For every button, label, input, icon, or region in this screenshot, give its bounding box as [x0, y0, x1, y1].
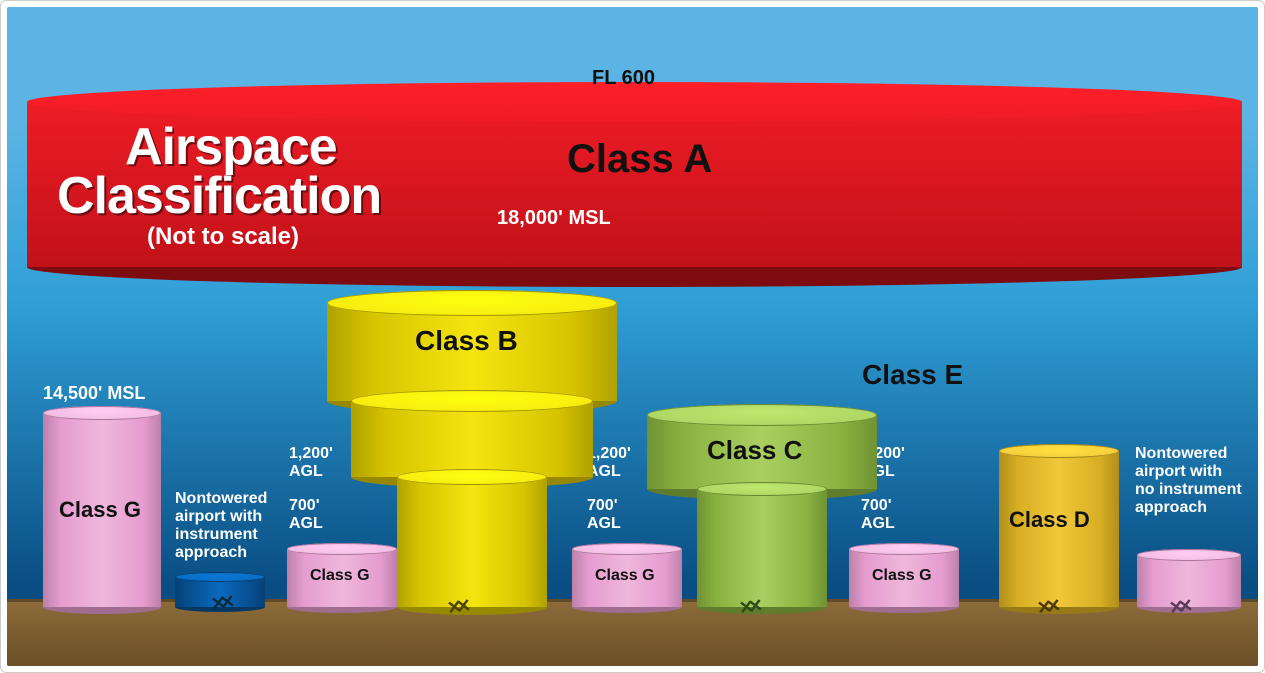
- class-c-tier-1: [697, 482, 827, 614]
- runway-mark-1: ✕✕: [446, 596, 467, 619]
- class-c-label: Class C: [707, 435, 802, 466]
- title-line2: Classification: [57, 166, 381, 226]
- class-a-label: Class A: [567, 137, 712, 182]
- agl-upper-label-1: 1,200' AGL: [587, 445, 631, 481]
- class-g-tall-label: Class G: [59, 497, 141, 523]
- class-g-short-label-1: Class G: [595, 567, 655, 585]
- runway-mark-4: ✕✕: [1168, 596, 1189, 619]
- agl-lower-label-0: 700' AGL: [289, 497, 323, 533]
- class-d-label: Class D: [1009, 507, 1090, 533]
- card-frame: 14,500' MSL Class G Nontowered airport wit…: [0, 0, 1265, 673]
- class-a-top-altitude: FL 600: [592, 67, 655, 90]
- nontowered-instrument-label: Nontowered airport with instrument appro…: [175, 490, 267, 562]
- class-b-tier-2: [397, 469, 547, 615]
- agl-lower-label-1: 700' AGL: [587, 497, 621, 533]
- class-b-label: Class B: [415, 325, 518, 357]
- runway-mark-3: ✕✕: [1036, 596, 1057, 619]
- runway-mark-2: ✕✕: [738, 596, 759, 619]
- agl-upper-label-0: 1,200' AGL: [289, 445, 333, 481]
- diagram-stage: 14,500' MSL Class G Nontowered airport wit…: [7, 7, 1258, 666]
- nontowered-no-instrument-label: Nontowered airport with no instrument ap…: [1135, 445, 1242, 517]
- class-g-tall-altitude: 14,500' MSL: [43, 383, 145, 404]
- runway-mark-0: ✕✕: [210, 592, 231, 615]
- class-g-short-label-2: Class G: [872, 567, 932, 585]
- class-a-bottom-altitude: 18,000' MSL: [497, 207, 611, 230]
- title-subtitle: (Not to scale): [147, 223, 299, 251]
- class-g-short-label-0: Class G: [310, 567, 370, 585]
- nontowered-no-instrument-cylinder: [1137, 549, 1241, 613]
- class-e-label: Class E: [862, 359, 963, 391]
- agl-lower-label-2: 700' AGL: [861, 497, 895, 533]
